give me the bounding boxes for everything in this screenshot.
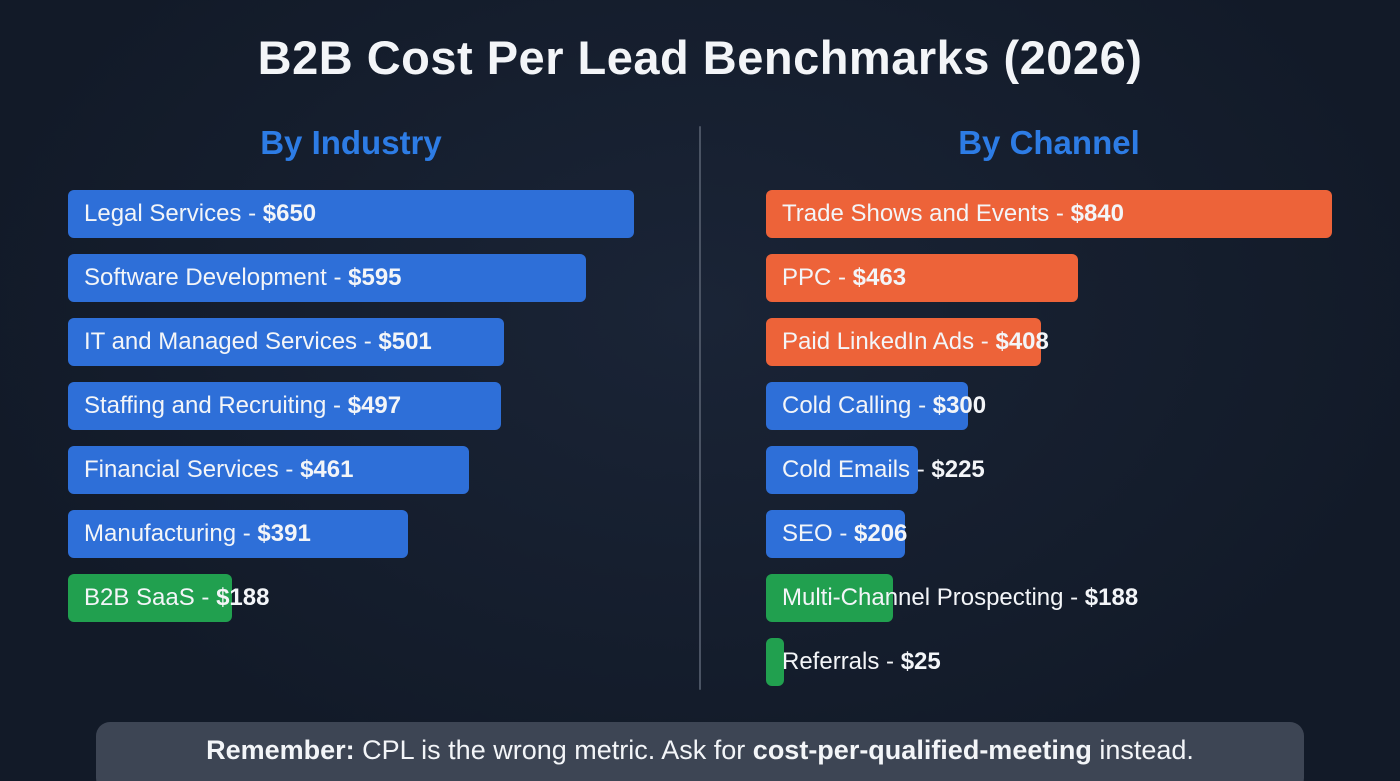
bar-value: $501	[371, 328, 432, 355]
bar	[766, 382, 969, 430]
bar	[766, 190, 1332, 238]
bar-label: B2B SaaS - $188	[84, 574, 269, 622]
footer-note-suffix: instead.	[1091, 735, 1194, 765]
bar-label-text: Legal Services -	[84, 200, 257, 227]
footer-banner: Remember: CPL is the wrong metric. Ask f…	[96, 722, 1304, 781]
bar-row: Manufacturing - $391	[68, 510, 634, 558]
bar-label: Staffing and Recruiting - $497	[84, 382, 401, 430]
bar	[68, 382, 501, 430]
channel-bar-chart: Trade Shows and Events - $840 PPC - $463 P…	[766, 190, 1332, 702]
bar-value: $188	[209, 584, 270, 611]
bar	[766, 254, 1078, 302]
bar-row: SEO - $206	[766, 510, 1332, 558]
bar-label-text: Multi-Channel Prospecting -	[782, 584, 1079, 611]
bar-label: Financial Services - $461	[84, 446, 353, 494]
column-divider	[699, 126, 701, 690]
bar-value: $25	[894, 648, 941, 675]
bar-value: $391	[250, 520, 311, 547]
bar-value: $840	[1063, 200, 1124, 227]
bar-label-text: IT and Managed Services -	[84, 328, 372, 355]
footer-note: Remember: CPL is the wrong metric. Ask f…	[206, 735, 1194, 766]
bar-label: SEO - $206	[782, 510, 907, 558]
bar-label-text: Cold Emails -	[782, 456, 925, 483]
bar-row: B2B SaaS - $188	[68, 574, 634, 622]
bar-label: Cold Calling - $300	[782, 382, 986, 430]
bar-label-text: Referrals -	[782, 648, 895, 675]
bar	[68, 574, 232, 622]
bar-label: IT and Managed Services - $501	[84, 318, 432, 366]
bar-label-text: SEO -	[782, 520, 848, 547]
bar-label-text: Paid LinkedIn Ads -	[782, 328, 989, 355]
bar-value: $225	[924, 456, 985, 483]
bar-row: Staffing and Recruiting - $497	[68, 382, 634, 430]
bar-label: Paid LinkedIn Ads - $408	[782, 318, 1049, 366]
footer-note-remember: Remember:	[206, 735, 355, 765]
bar-label-text: PPC -	[782, 264, 847, 291]
bar-value: $408	[988, 328, 1049, 355]
bar-row: PPC - $463	[766, 254, 1332, 302]
bar-value: $595	[341, 264, 402, 291]
bar-label: Multi-Channel Prospecting - $188	[782, 574, 1138, 622]
bar	[766, 510, 905, 558]
bar	[68, 190, 634, 238]
bar	[68, 510, 409, 558]
bar-label: Legal Services - $650	[84, 190, 316, 238]
bar-label-text: Financial Services -	[84, 456, 294, 483]
bar-row: Cold Emails - $225	[766, 446, 1332, 494]
bar	[68, 446, 470, 494]
bar-label-text: Software Development -	[84, 264, 342, 291]
bar-row: IT and Managed Services - $501	[68, 318, 634, 366]
bar-row: Multi-Channel Prospecting - $188	[766, 574, 1332, 622]
bar	[766, 574, 893, 622]
industry-bar-chart: Legal Services - $650 Software Developmen…	[68, 190, 634, 638]
bar-row: Financial Services - $461	[68, 446, 634, 494]
bar	[68, 318, 505, 366]
bar-value: $206	[847, 520, 908, 547]
bar-row: Referrals - $25	[766, 638, 1332, 686]
bar-value: $650	[256, 200, 317, 227]
bar-label-text: Staffing and Recruiting -	[84, 392, 342, 419]
bar-label-text: Cold Calling -	[782, 392, 927, 419]
bar-label-text: Trade Shows and Events -	[782, 200, 1064, 227]
bar-value: $188	[1078, 584, 1139, 611]
bar-value: $497	[341, 392, 402, 419]
page-title: B2B Cost Per Lead Benchmarks (2026)	[257, 31, 1143, 84]
footer-note-mid: CPL is the wrong metric. Ask for	[354, 735, 753, 765]
industry-chart-title: By Industry	[260, 124, 442, 161]
bar-row: Trade Shows and Events - $840	[766, 190, 1332, 238]
bar-row: Software Development - $595	[68, 254, 634, 302]
bar-label: Referrals - $25	[782, 638, 941, 686]
bar-row: Paid LinkedIn Ads - $408	[766, 318, 1332, 366]
bar-label: Trade Shows and Events - $840	[782, 190, 1124, 238]
bar	[766, 318, 1041, 366]
bar-row: Cold Calling - $300	[766, 382, 1332, 430]
bar-label-text: Manufacturing -	[84, 520, 251, 547]
bar-label: PPC - $463	[782, 254, 906, 302]
bar-label: Cold Emails - $225	[782, 446, 985, 494]
bar-label-text: B2B SaaS -	[84, 584, 210, 611]
channel-chart-title: By Channel	[958, 124, 1140, 161]
bar	[766, 446, 918, 494]
bar	[766, 638, 784, 686]
bar-value: $463	[846, 264, 907, 291]
bar-value: $300	[926, 392, 987, 419]
bar-label: Manufacturing - $391	[84, 510, 311, 558]
bar-value: $461	[293, 456, 354, 483]
bar-label: Software Development - $595	[84, 254, 402, 302]
bar	[68, 254, 587, 302]
bar-row: Legal Services - $650	[68, 190, 634, 238]
footer-note-term: cost-per-qualified-meeting	[752, 735, 1092, 765]
